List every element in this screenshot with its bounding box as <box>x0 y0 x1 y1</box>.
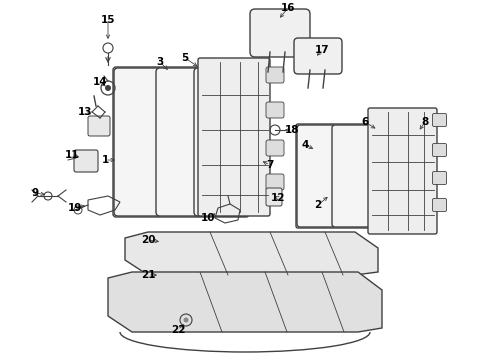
FancyBboxPatch shape <box>331 125 369 227</box>
Text: 22: 22 <box>170 325 185 335</box>
FancyBboxPatch shape <box>74 150 98 172</box>
FancyBboxPatch shape <box>296 125 334 227</box>
Text: 21: 21 <box>141 270 155 280</box>
FancyBboxPatch shape <box>265 140 284 156</box>
Text: 15: 15 <box>101 15 115 25</box>
Text: 19: 19 <box>68 203 82 213</box>
Text: 10: 10 <box>201 213 215 223</box>
Text: 9: 9 <box>31 188 39 198</box>
Polygon shape <box>125 232 377 275</box>
FancyBboxPatch shape <box>88 116 110 136</box>
Text: 12: 12 <box>270 193 285 203</box>
Text: 5: 5 <box>181 53 188 63</box>
Text: 1: 1 <box>101 155 108 165</box>
FancyBboxPatch shape <box>431 198 446 211</box>
FancyBboxPatch shape <box>265 174 284 190</box>
FancyBboxPatch shape <box>265 67 284 83</box>
Text: 3: 3 <box>156 57 163 67</box>
Text: 18: 18 <box>284 125 299 135</box>
Text: 20: 20 <box>141 235 155 245</box>
FancyBboxPatch shape <box>265 102 284 118</box>
Text: 14: 14 <box>93 77 107 87</box>
FancyBboxPatch shape <box>194 68 247 216</box>
Text: 8: 8 <box>421 117 428 127</box>
Circle shape <box>105 85 111 91</box>
FancyBboxPatch shape <box>431 113 446 126</box>
Text: 7: 7 <box>266 160 273 170</box>
Text: 16: 16 <box>280 3 295 13</box>
FancyBboxPatch shape <box>156 68 200 216</box>
FancyBboxPatch shape <box>431 144 446 157</box>
FancyBboxPatch shape <box>249 9 309 57</box>
Text: 13: 13 <box>78 107 92 117</box>
Text: 2: 2 <box>314 200 321 210</box>
Text: 11: 11 <box>64 150 79 160</box>
FancyBboxPatch shape <box>293 38 341 74</box>
Text: 17: 17 <box>314 45 328 55</box>
Circle shape <box>183 318 188 323</box>
Polygon shape <box>108 272 381 332</box>
FancyBboxPatch shape <box>431 171 446 184</box>
FancyBboxPatch shape <box>198 58 269 216</box>
FancyBboxPatch shape <box>367 108 436 234</box>
Text: 6: 6 <box>361 117 368 127</box>
Text: 4: 4 <box>301 140 308 150</box>
FancyBboxPatch shape <box>114 68 162 216</box>
FancyBboxPatch shape <box>265 188 282 206</box>
